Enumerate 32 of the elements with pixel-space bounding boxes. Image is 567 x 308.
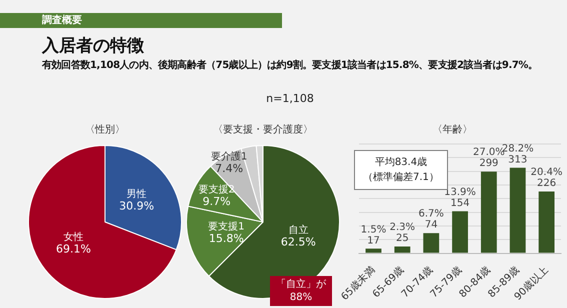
data-label: 6.7% 74 — [418, 208, 444, 231]
annotation: 平均83.4歳 — [374, 156, 428, 170]
bar — [452, 211, 468, 253]
data-label: 9.7% — [202, 194, 231, 208]
chart-title: 〈要支援・要介護度〉 — [213, 124, 313, 136]
slice-label: 自立 — [288, 224, 308, 236]
text: 入居者の特徴 — [42, 35, 144, 57]
data-label: 62.5% — [280, 235, 316, 248]
slice-label: 要支援1 — [208, 220, 245, 232]
data-label: 2.3% 25 — [390, 222, 416, 244]
annotation: （標準偏差7.1） — [363, 170, 439, 185]
text: 調査概要 — [0, 13, 282, 28]
chart-title: 〈年齢〉 — [432, 124, 472, 136]
text: 「自立」が 88% — [270, 276, 332, 306]
bar — [394, 246, 410, 253]
data-label: 69.1% — [56, 242, 91, 256]
bar — [538, 192, 555, 253]
bar — [480, 172, 497, 253]
data-label: 1.5% 17 — [360, 224, 386, 246]
slice-label: 女性 — [63, 231, 84, 244]
data-label: 30.9% — [119, 199, 154, 212]
bar — [366, 248, 382, 253]
chart-title: 〈性別〉 — [85, 124, 125, 136]
data-label: 20.4% 226 — [530, 167, 562, 190]
bar — [423, 233, 440, 253]
slice-label: 要介護1 — [210, 150, 248, 162]
text: n=1,108 — [265, 92, 315, 105]
bar — [510, 168, 526, 253]
data-label: 15.8% — [208, 232, 244, 245]
data-label: 7.4% — [215, 162, 244, 175]
text: 有効回答数1,108人の内、後期高齢者（75歳以上）は約9割。要支援1該当者は15.8%、要支援2該当者は9.7%。 — [42, 58, 538, 72]
slice-label: 男性 — [126, 188, 147, 200]
